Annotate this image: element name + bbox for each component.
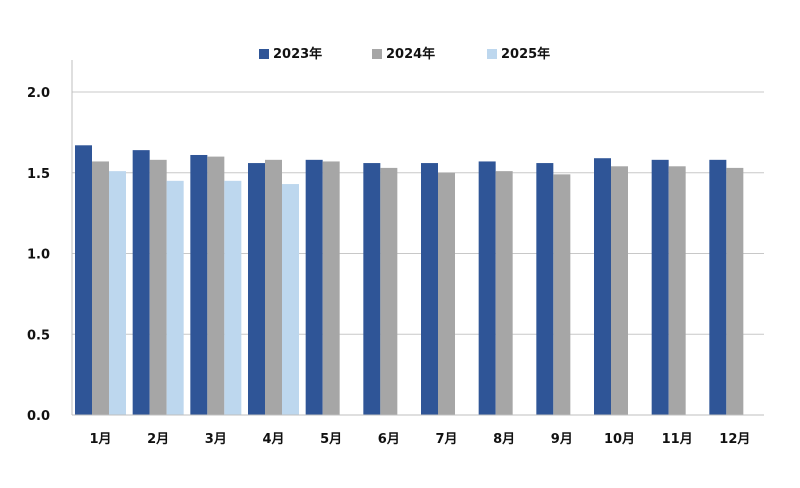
gridlines — [72, 91, 764, 335]
y-axis-ticks: 0.0 0.5 1.0 1.5 2.0 — [27, 86, 50, 424]
x-tick-label: 3月 — [205, 432, 227, 447]
legend-label: 2025年 — [501, 46, 550, 62]
bar-1-12 — [709, 159, 727, 415]
bars — [75, 145, 744, 416]
bar-3-3 — [224, 180, 242, 415]
bar-2-10 — [611, 166, 628, 415]
x-tick-label: 4月 — [262, 432, 284, 447]
x-tick-label: 2月 — [147, 432, 169, 447]
axes — [71, 60, 764, 416]
x-tick-label: 5月 — [320, 432, 342, 447]
bar-1-10 — [594, 158, 611, 415]
x-tick-label: 6月 — [378, 432, 400, 447]
bar-2-5 — [322, 161, 340, 415]
x-tick-label: 10月 — [604, 432, 635, 447]
bar-1-5 — [305, 159, 323, 415]
y-tick-label: 2.0 — [27, 86, 50, 101]
bar-1-2 — [132, 150, 150, 415]
legend-swatch — [487, 49, 497, 59]
bar-1-11 — [651, 159, 669, 415]
bar-3-2 — [166, 180, 184, 415]
bar-2-2 — [149, 159, 167, 415]
bar-1-1 — [75, 145, 92, 416]
bar-1-4 — [248, 163, 265, 415]
bar-2-6 — [380, 167, 398, 415]
x-tick-label: 9月 — [551, 432, 573, 447]
y-tick-label: 0.0 — [27, 409, 50, 424]
bar-2-7 — [438, 172, 455, 415]
bar-2-11 — [668, 166, 686, 415]
y-tick-label: 0.5 — [27, 328, 50, 343]
x-axis-ticks: 1月 2月 3月 4月 5月 6月 7月 8月 9月 10月 11月 12月 — [89, 432, 750, 447]
bar-1-7 — [421, 163, 438, 415]
bar-2-12 — [726, 167, 744, 415]
bar-2-1 — [92, 161, 109, 415]
bar-3-1 — [109, 171, 126, 415]
legend-swatch — [259, 49, 269, 59]
bar-2-8 — [495, 171, 513, 415]
bar-2-4 — [265, 159, 282, 415]
x-tick-label: 1月 — [89, 432, 111, 447]
bar-2-9 — [553, 174, 571, 415]
bar-1-6 — [363, 163, 381, 415]
bar-1-8 — [478, 161, 496, 415]
x-tick-label: 8月 — [493, 432, 515, 447]
bar-1-3 — [190, 154, 208, 416]
legend-swatch — [372, 49, 382, 59]
x-tick-label: 7月 — [435, 432, 457, 447]
bar-3-4 — [282, 184, 299, 415]
legend: 2023年 2024年 2025年 — [259, 46, 550, 62]
bar-1-9 — [536, 163, 554, 415]
y-tick-label: 1.5 — [27, 167, 50, 182]
x-tick-label: 12月 — [719, 432, 750, 447]
y-tick-label: 1.0 — [27, 248, 50, 263]
legend-label: 2024年 — [386, 46, 435, 62]
bar-2-3 — [207, 156, 225, 415]
legend-label: 2023年 — [273, 46, 322, 62]
x-tick-label: 11月 — [662, 432, 693, 447]
